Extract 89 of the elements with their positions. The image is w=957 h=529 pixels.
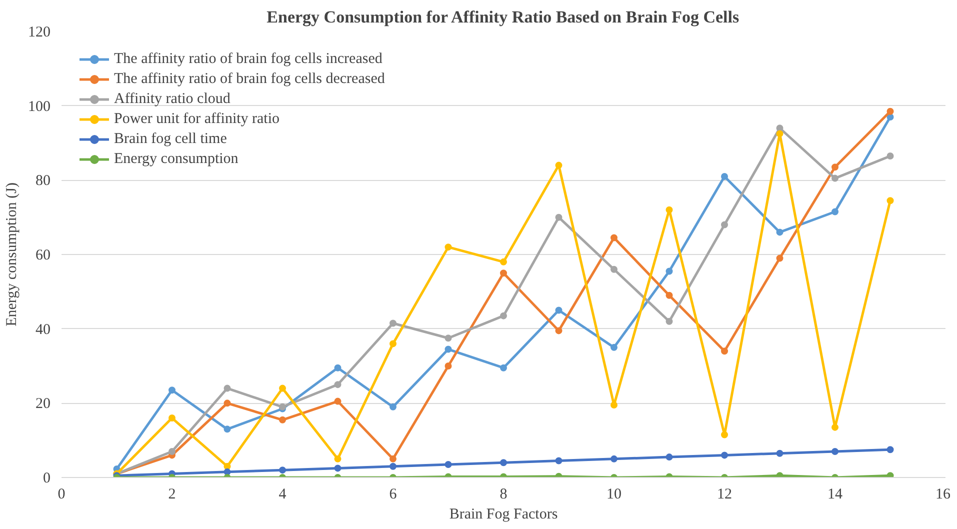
y-tick-label: 40 — [36, 322, 50, 338]
point — [610, 266, 618, 273]
legend-label: The affinity ratio of brain fog cells increased — [114, 50, 382, 68]
point — [666, 292, 673, 299]
point — [832, 164, 838, 171]
chart-title: Energy Consumption for Affinity Ratio Based on Brain Fog Cells — [266, 8, 740, 26]
point — [444, 461, 452, 468]
point — [500, 258, 507, 266]
point — [610, 234, 618, 242]
x-tick-label: 10 — [606, 486, 622, 502]
point — [444, 362, 452, 370]
x-tick-label: 2 — [168, 486, 176, 502]
point — [666, 206, 673, 214]
y-axis-title: Energy consumption (J) — [4, 182, 20, 326]
point — [832, 208, 838, 216]
point — [334, 455, 342, 462]
point — [500, 312, 507, 320]
point — [500, 459, 507, 466]
point — [334, 381, 342, 388]
point — [224, 462, 231, 470]
point — [610, 455, 618, 462]
point — [721, 221, 728, 228]
point — [279, 416, 286, 424]
point — [886, 152, 894, 160]
y-tick-label: 80 — [36, 173, 50, 190]
y-tick-label: 60 — [36, 248, 50, 264]
y-tick-label: 0 — [43, 470, 50, 486]
point — [224, 384, 231, 392]
point — [555, 306, 562, 314]
point — [334, 398, 342, 405]
legend-label: The affinity ratio of brain fog cells decreased — [114, 70, 385, 88]
point — [390, 320, 396, 327]
x-tick-label: 14 — [828, 486, 843, 502]
legend-label: Brain fog cell time — [114, 130, 227, 148]
point — [168, 414, 176, 422]
point — [279, 384, 286, 392]
point — [390, 340, 396, 348]
point — [886, 446, 894, 454]
x-tick-label: 16 — [936, 486, 951, 502]
point — [610, 344, 618, 351]
point — [721, 431, 728, 438]
point — [886, 197, 894, 204]
point — [776, 130, 784, 138]
point — [500, 364, 507, 372]
point — [224, 400, 231, 407]
x-tick-label: 8 — [500, 486, 508, 502]
point — [832, 174, 838, 182]
x-tick-label: 6 — [389, 486, 398, 502]
point — [776, 450, 784, 457]
point — [721, 172, 728, 180]
point — [666, 268, 673, 275]
point — [390, 403, 396, 410]
point — [555, 162, 562, 169]
x-tick-label: 12 — [717, 486, 732, 502]
point — [832, 448, 838, 455]
point — [334, 464, 342, 472]
point — [721, 452, 728, 459]
legend-label: Energy consumption — [114, 150, 238, 168]
point — [390, 455, 396, 462]
point — [886, 472, 894, 478]
point — [168, 386, 176, 394]
y-tick-label: 100 — [28, 98, 50, 115]
legend-label: Power unit for affinity ratio — [114, 110, 280, 128]
point — [168, 448, 176, 455]
point — [555, 327, 562, 334]
point — [444, 334, 452, 342]
point — [776, 228, 784, 236]
point — [224, 426, 231, 433]
point — [721, 348, 728, 355]
point — [666, 318, 673, 325]
point — [444, 346, 452, 353]
point — [334, 364, 342, 372]
point — [776, 254, 784, 262]
point — [444, 244, 452, 251]
point — [279, 466, 286, 474]
point — [886, 108, 894, 115]
point — [832, 424, 838, 431]
x-axis-title: Brain Fog Factors — [449, 506, 558, 522]
x-tick-label: 4 — [278, 486, 287, 502]
point — [555, 214, 562, 221]
x-tick-label: 0 — [58, 486, 66, 502]
point — [500, 270, 507, 277]
y-tick-label: 120 — [28, 24, 50, 40]
point — [666, 454, 673, 461]
y-tick-label: 20 — [36, 396, 50, 412]
point — [610, 402, 618, 409]
point — [555, 457, 562, 464]
point — [390, 462, 396, 470]
legend-label: Affinity ratio cloud — [114, 90, 230, 108]
